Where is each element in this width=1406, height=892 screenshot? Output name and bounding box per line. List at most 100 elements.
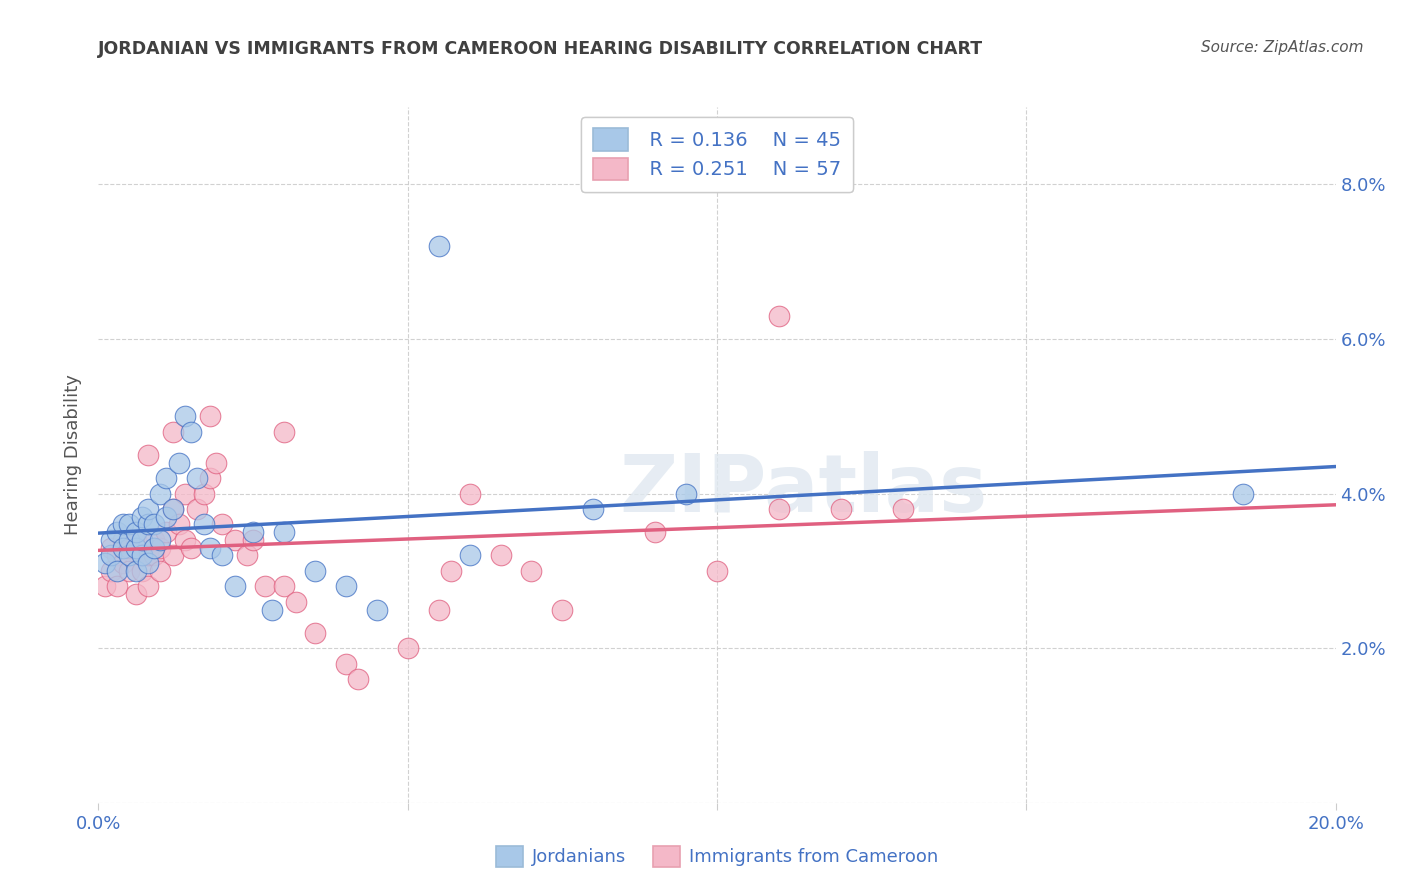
Point — [124, 533, 146, 547]
Point — [131, 549, 153, 563]
Point — [254, 579, 277, 593]
Point — [174, 533, 197, 547]
Point — [136, 448, 159, 462]
Point — [124, 564, 146, 578]
Text: JORDANIAN VS IMMIGRANTS FROM CAMEROON HEARING DISABILITY CORRELATION CHART: JORDANIAN VS IMMIGRANTS FROM CAMEROON HE… — [98, 40, 984, 58]
Point — [236, 549, 259, 563]
Point — [131, 549, 153, 563]
Point — [112, 541, 135, 555]
Point — [174, 486, 197, 500]
Point — [427, 239, 450, 253]
Point — [198, 541, 221, 555]
Point — [93, 556, 115, 570]
Point — [582, 502, 605, 516]
Point — [143, 533, 166, 547]
Text: Source: ZipAtlas.com: Source: ZipAtlas.com — [1201, 40, 1364, 55]
Point — [155, 471, 177, 485]
Y-axis label: Hearing Disability: Hearing Disability — [65, 375, 83, 535]
Point — [136, 556, 159, 570]
Point — [136, 502, 159, 516]
Legend:   R = 0.136    N = 45,   R = 0.251    N = 57: R = 0.136 N = 45, R = 0.251 N = 57 — [581, 117, 853, 192]
Point — [205, 456, 228, 470]
Point — [136, 549, 159, 563]
Point — [162, 425, 184, 439]
Point — [551, 602, 574, 616]
Point — [198, 471, 221, 485]
Point — [675, 486, 697, 500]
Point — [100, 541, 122, 555]
Point — [118, 564, 141, 578]
Point — [396, 641, 419, 656]
Point — [131, 533, 153, 547]
Point — [427, 602, 450, 616]
Point — [100, 533, 122, 547]
Point — [347, 672, 370, 686]
Point — [131, 564, 153, 578]
Point — [242, 533, 264, 547]
Point — [458, 549, 481, 563]
Point — [186, 502, 208, 516]
Point — [211, 549, 233, 563]
Point — [186, 471, 208, 485]
Point — [366, 602, 388, 616]
Legend: Jordanians, Immigrants from Cameroon: Jordanians, Immigrants from Cameroon — [488, 838, 946, 874]
Point — [520, 564, 543, 578]
Point — [143, 549, 166, 563]
Point — [124, 541, 146, 555]
Point — [706, 564, 728, 578]
Point — [124, 587, 146, 601]
Point — [304, 625, 326, 640]
Point — [285, 595, 308, 609]
Point — [193, 486, 215, 500]
Point — [260, 602, 283, 616]
Point — [335, 657, 357, 671]
Point — [830, 502, 852, 516]
Point — [304, 564, 326, 578]
Point — [105, 525, 128, 540]
Point — [136, 579, 159, 593]
Point — [242, 525, 264, 540]
Point — [118, 533, 141, 547]
Point — [198, 409, 221, 424]
Point — [891, 502, 914, 516]
Point — [149, 533, 172, 547]
Point — [112, 533, 135, 547]
Point — [105, 564, 128, 578]
Point — [458, 486, 481, 500]
Point — [100, 549, 122, 563]
Point — [167, 456, 190, 470]
Point — [105, 579, 128, 593]
Point — [768, 309, 790, 323]
Point — [118, 541, 141, 555]
Point — [644, 525, 666, 540]
Point — [124, 525, 146, 540]
Point — [211, 517, 233, 532]
Point — [93, 579, 115, 593]
Point — [224, 533, 246, 547]
Point — [155, 509, 177, 524]
Point — [118, 517, 141, 532]
Point — [1232, 486, 1254, 500]
Point — [335, 579, 357, 593]
Point — [105, 549, 128, 563]
Point — [118, 549, 141, 563]
Point — [768, 502, 790, 516]
Point — [180, 425, 202, 439]
Point — [143, 541, 166, 555]
Point — [155, 525, 177, 540]
Point — [224, 579, 246, 593]
Point — [162, 502, 184, 516]
Point — [193, 517, 215, 532]
Point — [162, 549, 184, 563]
Point — [149, 486, 172, 500]
Point — [440, 564, 463, 578]
Point — [149, 564, 172, 578]
Point — [162, 502, 184, 516]
Point — [100, 564, 122, 578]
Point — [131, 509, 153, 524]
Point — [180, 541, 202, 555]
Point — [112, 517, 135, 532]
Point — [489, 549, 512, 563]
Point — [273, 525, 295, 540]
Point — [143, 517, 166, 532]
